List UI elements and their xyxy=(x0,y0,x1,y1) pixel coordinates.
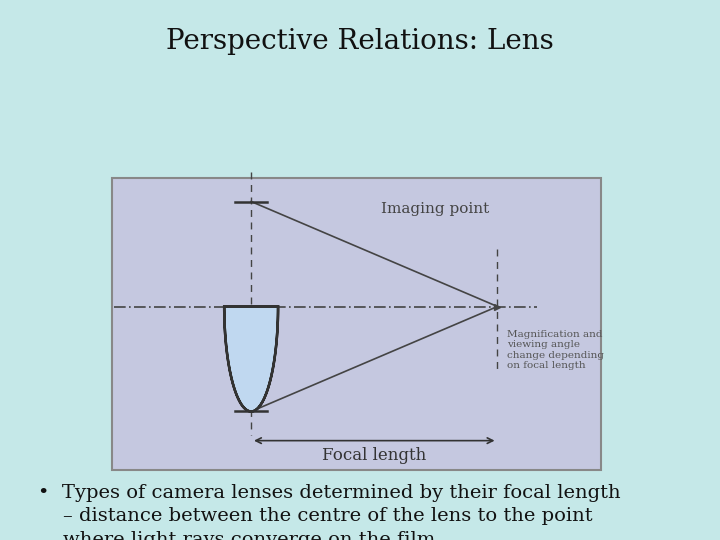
Text: Perspective Relations: Lens: Perspective Relations: Lens xyxy=(166,28,554,55)
Text: Imaging point: Imaging point xyxy=(381,201,490,215)
Polygon shape xyxy=(224,307,278,411)
Text: Magnification and
viewing angle
change depending
on focal length: Magnification and viewing angle change d… xyxy=(508,330,604,370)
Text: •  Types of camera lenses determined by their focal length
    – distance betwee: • Types of camera lenses determined by t… xyxy=(38,484,621,540)
Bar xyxy=(112,178,601,470)
Text: Focal length: Focal length xyxy=(322,447,426,464)
